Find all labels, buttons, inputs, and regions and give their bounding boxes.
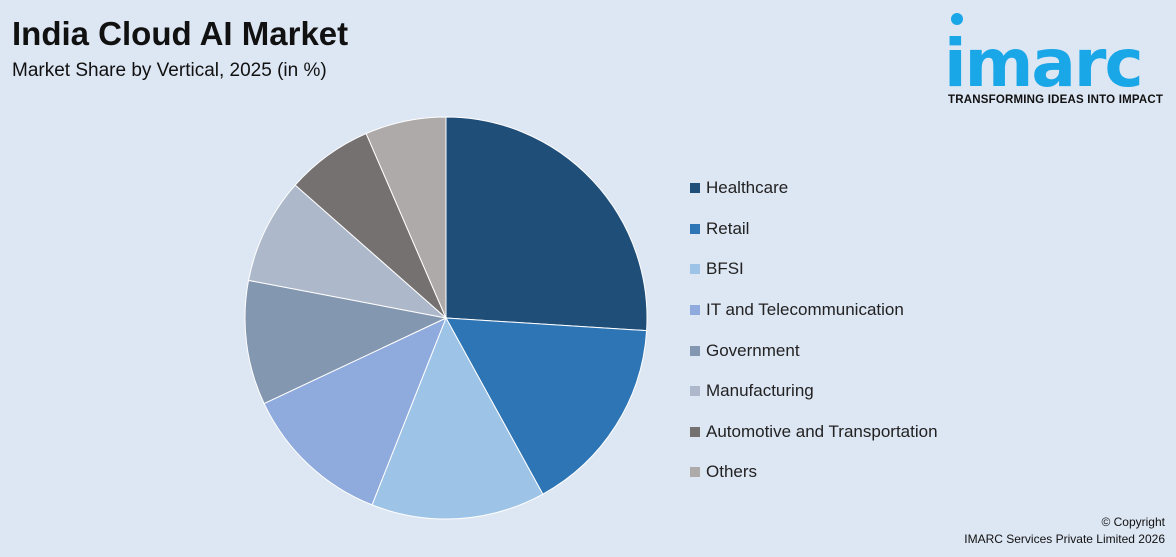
chart-legend: Healthcare Retail BFSI IT and Telecommunica… xyxy=(690,168,938,493)
pie-slice-it-and-telecommunication xyxy=(263,317,447,506)
legend-swatch xyxy=(690,467,700,478)
legend-item-healthcare: Healthcare xyxy=(690,168,938,209)
legend-item-retail: Retail xyxy=(690,209,938,250)
legend-swatch xyxy=(690,345,700,356)
legend-label: Retail xyxy=(706,218,750,238)
legend-label: Manufacturing xyxy=(706,381,814,401)
legend-label: IT and Telecommunication xyxy=(706,300,904,320)
legend-swatch xyxy=(690,183,700,194)
pie-slice-others xyxy=(365,116,447,319)
legend-label: BFSI xyxy=(706,259,744,279)
legend-swatch xyxy=(690,223,700,234)
pie-slice-manufacturing xyxy=(247,184,448,319)
legend-item-automotive-and-transportation: Automotive and Transportation xyxy=(690,412,938,453)
legend-item-bfsi: BFSI xyxy=(690,249,938,290)
chart-title: India Cloud AI Market xyxy=(12,15,349,52)
legend-item-others: Others xyxy=(690,452,938,493)
legend-label: Others xyxy=(706,462,758,482)
chart-subtitle: Market Share by Vertical, 2025 (in %) xyxy=(12,60,327,81)
legend-label: Healthcare xyxy=(706,178,789,198)
legend-label: Automotive and Transportation xyxy=(706,421,938,441)
legend-label: Government xyxy=(706,340,800,360)
legend-item-government: Government xyxy=(690,330,938,371)
legend-swatch xyxy=(690,426,700,437)
legend-swatch xyxy=(690,264,700,275)
logo-dot-icon xyxy=(951,13,963,25)
legend-item-manufacturing: Manufacturing xyxy=(690,371,938,412)
copyright-owner: IMARC Services Private Limited 2026 xyxy=(964,532,1165,546)
legend-swatch xyxy=(690,386,700,397)
pie-slice-healthcare xyxy=(445,116,648,332)
pie-slice-bfsi xyxy=(371,316,544,520)
logo-tagline: TRANSFORMING IDEAS INTO IMPACT xyxy=(948,94,1164,106)
legend-item-it-and-telecommunication: IT and Telecommunication xyxy=(690,290,938,331)
copyright-line: © Copyright xyxy=(1101,515,1165,529)
pie-slice-government xyxy=(244,279,448,405)
legend-swatch xyxy=(690,305,700,316)
pie-slice-retail xyxy=(445,317,648,495)
copyright-notice: © Copyright IMARC Services Private Limit… xyxy=(964,514,1165,548)
logo-wordmark: imarc xyxy=(944,25,1144,102)
imarc-logo: imarc TRANSFORMING IDEAS INTO IMPACT xyxy=(944,10,1172,110)
